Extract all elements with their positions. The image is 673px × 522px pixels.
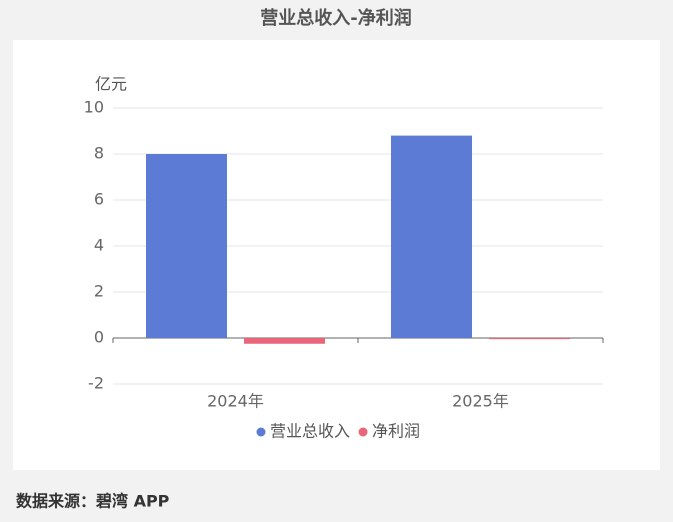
legend-label: 净利润 (372, 422, 420, 441)
y-tick-label: 8 (94, 144, 104, 163)
bar (244, 338, 325, 344)
bar (146, 154, 227, 338)
legend-label: 营业总收入 (270, 422, 350, 441)
y-tick-label: 10 (84, 98, 104, 117)
source: 数据来源：碧湾 APP (16, 492, 170, 511)
x-tick-label: 2024年 (207, 392, 264, 411)
x-tick-label: 2025年 (452, 392, 509, 411)
y-tick-label: 0 (94, 328, 104, 347)
y-tick-label: 6 (94, 190, 104, 209)
y-tick-label: 2 (94, 282, 104, 301)
chart-title: 营业总收入-净利润 (260, 7, 411, 29)
bar (391, 135, 472, 338)
legend-marker (256, 427, 266, 437)
y-tick-label: 4 (94, 236, 104, 255)
y-unit: 亿元 (95, 75, 127, 94)
y-tick-label: -2 (88, 374, 104, 393)
bar (489, 338, 570, 340)
panel (13, 40, 660, 470)
legend-marker (358, 427, 368, 437)
